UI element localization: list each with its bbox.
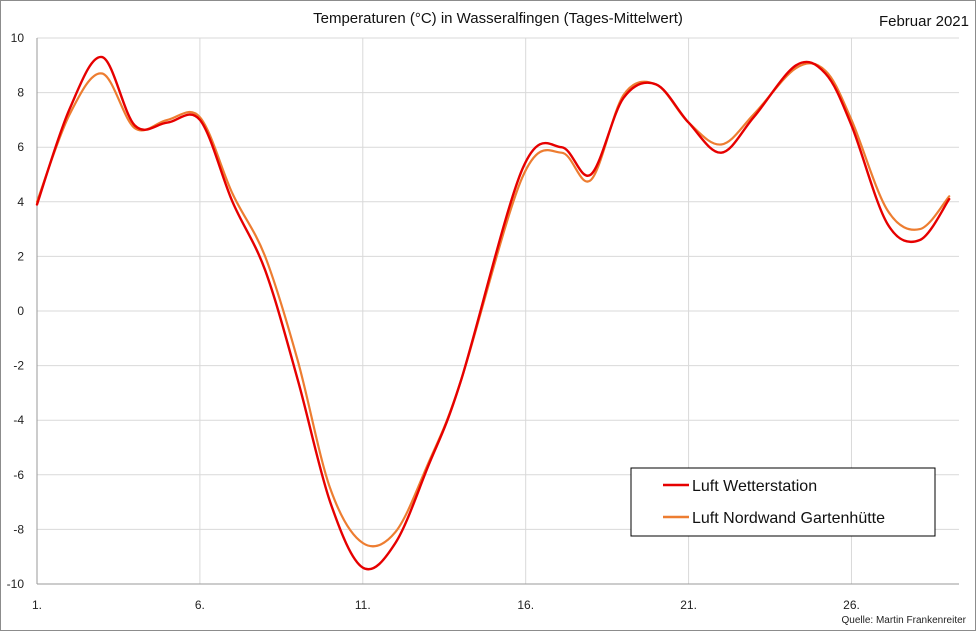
x-tick-label: 6.: [195, 598, 205, 612]
legend-box: [630, 467, 936, 537]
series-lines: [35, 55, 951, 571]
axes: 10 8 6 4 2 0 -2 -4 -6 -8 -10 1. 6. 11. 16. 21. 26.: [7, 31, 959, 612]
y-tick-label: 6: [17, 140, 24, 154]
y-tick-label: 0: [17, 304, 24, 318]
chart-title: Temperaturen (°C) in Wasseralfingen (Tag…: [313, 10, 683, 27]
y-tick-label: 2: [17, 249, 24, 263]
gridlines: [36, 37, 959, 585]
x-tick-label: 11.: [355, 598, 371, 612]
y-tick-label: -10: [7, 577, 25, 591]
x-tick-label: 1.: [32, 598, 42, 612]
legend: Luft Wetterstation Luft Nordwand Gartenh…: [630, 467, 936, 537]
y-tick-label: 4: [17, 195, 24, 209]
x-tick-label: 16.: [517, 598, 534, 612]
x-tick-label: 21.: [680, 598, 697, 612]
source-credit: Quelle: Martin Frankenreiter: [842, 615, 967, 626]
legend-label-series-2: Luft Nordwand Gartenhütte: [692, 510, 885, 527]
y-tick-label: -6: [13, 468, 24, 482]
chart-period-label: Februar 2021: [879, 13, 969, 30]
y-tick-label: -4: [13, 413, 24, 427]
y-tick-label: 10: [11, 31, 25, 45]
y-tick-label: -8: [13, 522, 24, 536]
y-tick-label: 8: [17, 86, 24, 100]
x-tick-label: 26.: [843, 598, 860, 612]
y-tick-label: -2: [13, 359, 24, 373]
legend-label-series-1: Luft Wetterstation: [692, 478, 817, 495]
series-line-1: [35, 55, 951, 571]
